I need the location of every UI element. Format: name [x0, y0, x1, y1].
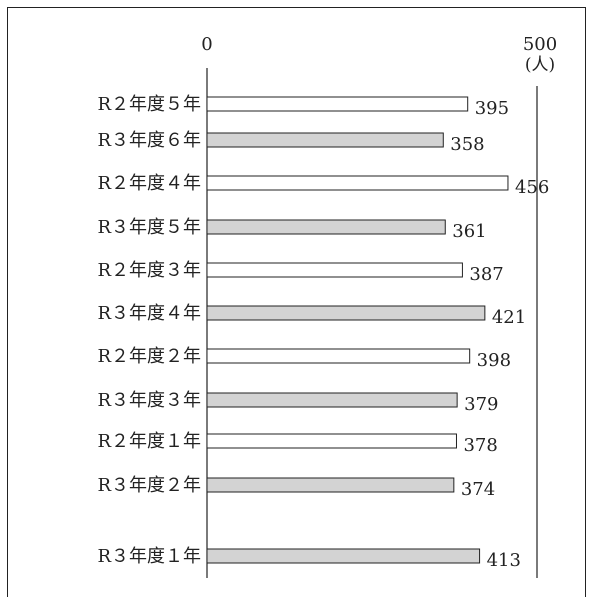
value-label: 395: [475, 98, 509, 119]
category-label: R２年度５年: [97, 94, 201, 115]
bar: [206, 477, 455, 493]
bars: [206, 96, 509, 564]
category-label: R３年度３年: [97, 390, 201, 411]
bar: [206, 433, 457, 449]
bar: [206, 175, 509, 191]
bar: [206, 305, 486, 321]
category-label: R２年度１年: [97, 431, 201, 452]
value-label: 378: [463, 435, 497, 456]
bar: [206, 392, 458, 408]
category-label: R２年度４年: [97, 173, 201, 194]
category-label: R３年度６年: [97, 130, 201, 151]
bar: [206, 132, 444, 148]
category-label: R３年度２年: [97, 475, 201, 496]
value-label: 456: [515, 177, 549, 198]
category-label: R３年度４年: [97, 303, 201, 324]
unit-label: (人): [525, 55, 555, 75]
category-label: R２年度３年: [97, 260, 201, 281]
value-label: 361: [452, 221, 486, 242]
category-label: R３年度１年: [97, 546, 201, 567]
value-label: 413: [487, 550, 521, 571]
bar: [206, 548, 481, 564]
value-label: 379: [464, 394, 498, 415]
category-label: R３年度５年: [97, 217, 201, 238]
tick-label-0: 0: [201, 34, 212, 55]
category-label: R２年度２年: [97, 346, 201, 367]
bar: [206, 219, 446, 235]
bar: [206, 96, 469, 112]
bar: [206, 348, 471, 364]
tick-label-500: 500: [523, 34, 557, 55]
value-label: 374: [461, 479, 495, 500]
labels: 0 500(人) R２年度５年 395 R３年度６年 358 R２年度４年 456 R３年度５年…: [97, 34, 557, 571]
value-label: 358: [450, 134, 484, 155]
value-label: 398: [477, 350, 511, 371]
chart-frame: [7, 7, 586, 597]
value-label: 387: [469, 264, 503, 285]
value-label: 421: [492, 307, 526, 328]
axes: [206, 68, 538, 578]
bar: [206, 262, 463, 278]
